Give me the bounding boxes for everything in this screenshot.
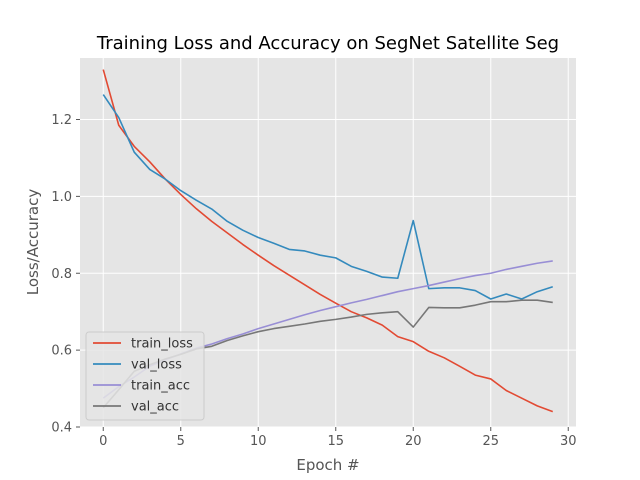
- x-tick-label: 15: [327, 434, 344, 449]
- legend-label: val_acc: [131, 400, 179, 415]
- series-line-val-loss: [102, 94, 553, 300]
- legend-box: [85, 331, 205, 421]
- y-axis-label: Loss/Accuracy: [24, 189, 42, 296]
- legend-label: train_acc: [131, 379, 190, 394]
- x-tick-label: 0: [99, 434, 107, 449]
- chart-title: Training Loss and Accuracy on SegNet Sat…: [96, 33, 559, 54]
- x-tick-label: 5: [177, 434, 185, 449]
- y-tick-label: 0.4: [51, 421, 72, 436]
- y-tick-label: 0.6: [51, 344, 72, 359]
- y-tick-label: 0.8: [51, 267, 72, 282]
- y-tick-label: 1.2: [51, 113, 72, 128]
- x-axis-ticks: 0 5 10 15 20 25 30: [99, 427, 577, 449]
- x-tick-label: 10: [250, 434, 267, 449]
- x-axis-label: Epoch #: [296, 456, 359, 474]
- legend-label: train_loss: [131, 337, 193, 352]
- x-tick-label: 25: [482, 434, 499, 449]
- x-tick-label: 20: [405, 434, 422, 449]
- y-tick-label: 1.0: [51, 190, 72, 205]
- y-axis-ticks: 0.4 0.6 0.8 1.0 1.2: [51, 113, 80, 436]
- x-tick-label: 30: [560, 434, 577, 449]
- legend: train_loss val_loss train_acc val_acc: [85, 331, 205, 421]
- legend-label: val_loss: [131, 358, 182, 373]
- series-line-train-loss: [102, 69, 554, 413]
